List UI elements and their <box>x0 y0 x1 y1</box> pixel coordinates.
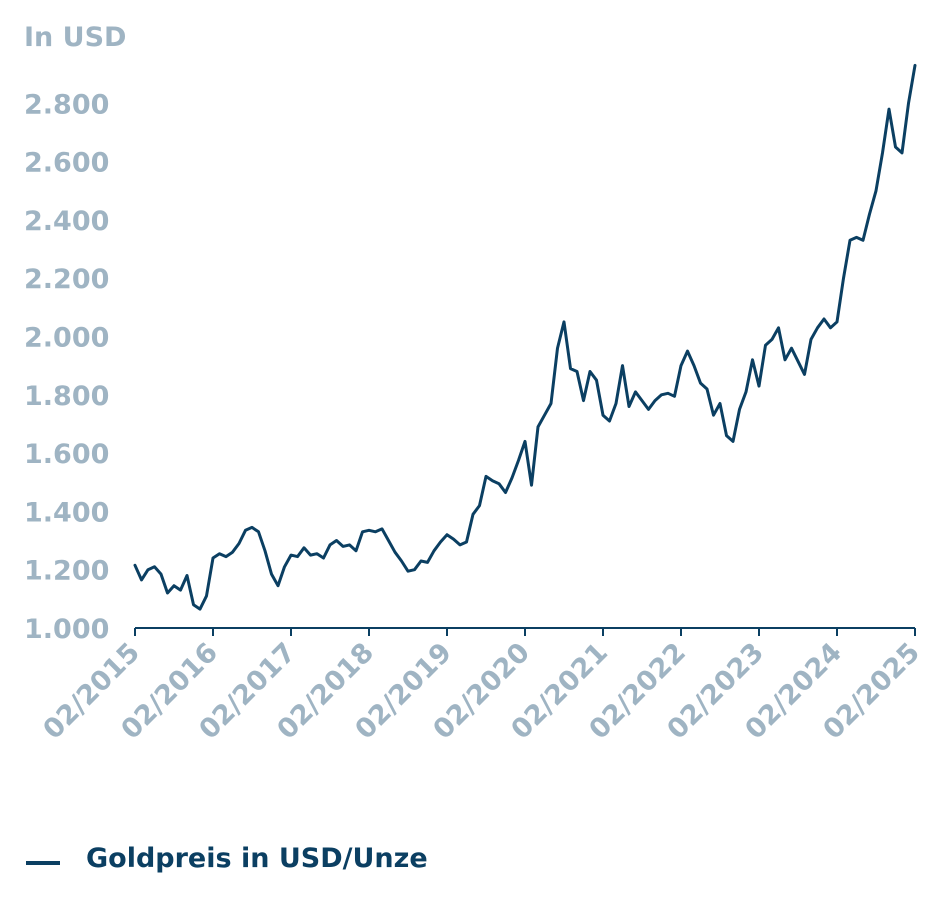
y-tick-label: 1.000 <box>24 614 109 645</box>
series-line-gold-price <box>133 63 917 611</box>
y-tick-label: 2.000 <box>24 323 109 354</box>
y-tick-label: 1.200 <box>24 556 109 587</box>
x-axis <box>134 627 916 636</box>
legend-swatch <box>26 861 60 865</box>
y-tick-label: 2.200 <box>24 264 109 295</box>
y-tick-label: 2.400 <box>24 206 109 237</box>
series-group <box>133 63 917 611</box>
y-tick-label: 1.600 <box>24 439 109 470</box>
y-tick-label: 2.600 <box>24 148 109 179</box>
legend: Goldpreis in USD/Unze <box>26 836 428 880</box>
legend-label: Goldpreis in USD/Unze <box>86 842 428 874</box>
y-tick-label: 1.800 <box>24 381 109 412</box>
y-tick-label: 2.800 <box>24 89 109 120</box>
x-axis-ticks: 02/201502/201602/201702/201802/201902/20… <box>37 637 926 746</box>
y-tick-label: 1.400 <box>24 497 109 528</box>
y-axis-title: In USD <box>24 22 126 53</box>
y-axis-ticks: 1.000 1.200 1.400 1.600 1.800 2.000 2.200 2.400… <box>24 89 109 645</box>
